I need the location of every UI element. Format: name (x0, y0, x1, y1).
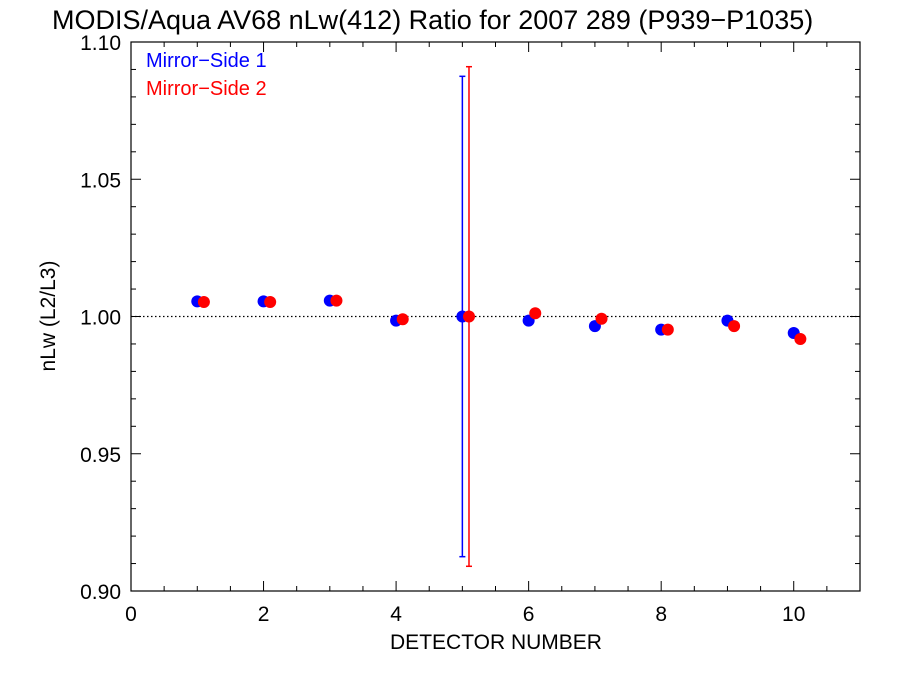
data-point-series-2 (794, 333, 807, 346)
axis-ticks: 0 2 4 6 8 10 0.90 0.95 1.00 1.05 1.10 (80, 32, 860, 626)
y-tick-label: 1.05 (80, 169, 121, 192)
data-points (191, 294, 807, 346)
data-point-series-2 (595, 312, 608, 325)
y-tick-label: 1.10 (80, 32, 121, 55)
x-tick-label: 4 (390, 603, 402, 626)
data-point-series-2 (330, 294, 343, 307)
x-tick-label: 6 (523, 603, 535, 626)
x-axis-label: DETECTOR NUMBER (390, 631, 602, 654)
x-tick-label: 8 (655, 603, 667, 626)
chart-title: MODIS/Aqua AV68 nLw(412) Ratio for 2007 … (52, 5, 813, 35)
y-tick-label: 0.95 (80, 444, 121, 467)
y-tick-label: 0.90 (80, 581, 121, 604)
data-point-series-2 (661, 323, 674, 336)
y-tick-label: 1.00 (80, 307, 121, 330)
data-point-series-2 (462, 310, 475, 323)
data-point-series-2 (264, 295, 277, 308)
y-axis-label: nLw (L2/L3) (37, 261, 60, 372)
data-point-series-2 (197, 295, 210, 308)
x-tick-label: 0 (125, 603, 137, 626)
data-point-series-2 (529, 307, 542, 320)
legend-item-mirror-side-2: Mirror−Side 2 (146, 78, 267, 100)
x-tick-label: 10 (782, 603, 805, 626)
legend-item-mirror-side-1: Mirror−Side 1 (146, 50, 267, 72)
data-point-series-2 (396, 313, 409, 326)
data-point-series-2 (728, 320, 741, 333)
x-tick-label: 2 (258, 603, 270, 626)
